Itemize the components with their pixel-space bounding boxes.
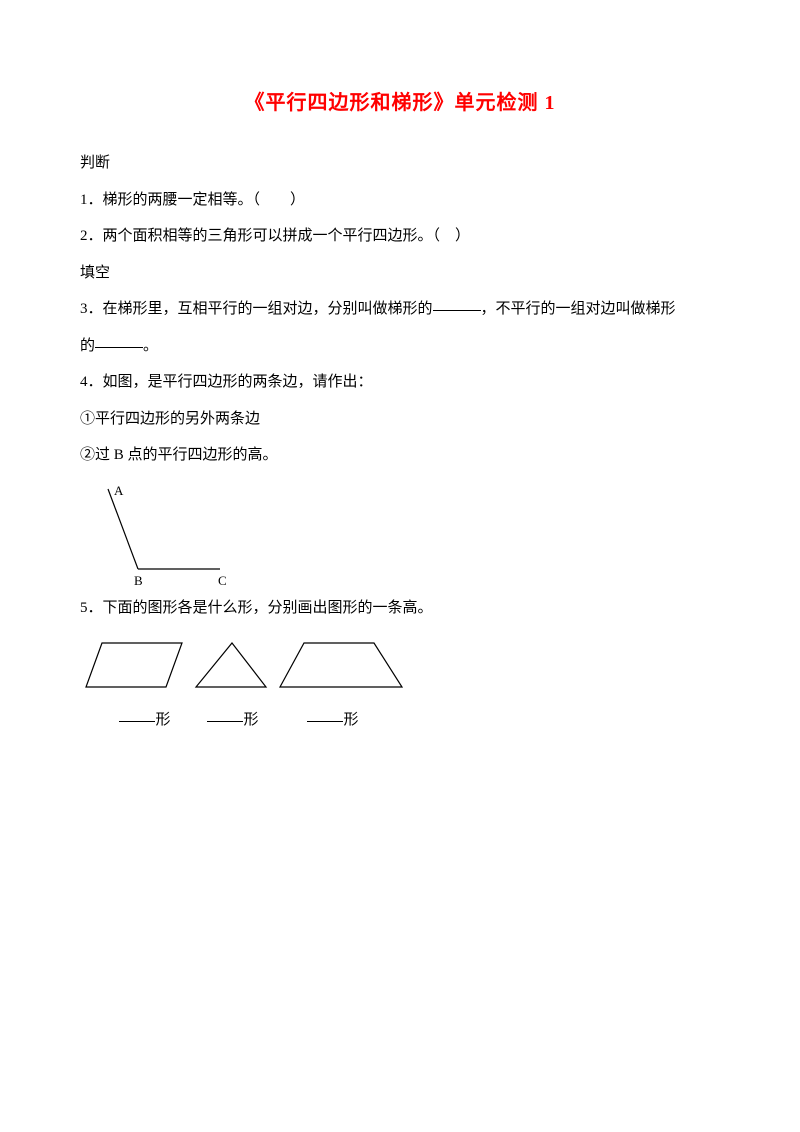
- question-4: 4．如图，是平行四边形的两条边，请作出：: [80, 365, 720, 400]
- figure-q4: A B C: [80, 479, 720, 589]
- figure-q5: [80, 631, 720, 701]
- shape-suffix-3: 形: [343, 712, 358, 728]
- section-fill: 填空: [80, 256, 720, 291]
- shape-label-2: 形: [198, 703, 268, 738]
- shape-suffix-2: 形: [243, 712, 258, 728]
- q3-part-b: ，不平行的一组对边叫做梯形: [481, 301, 676, 317]
- svg-text:C: C: [218, 573, 227, 588]
- shapes-figure: [80, 631, 420, 701]
- question-5: 5．下面的图形各是什么形，分别画出图形的一条高。: [80, 591, 720, 626]
- blank-shape-2: [207, 721, 243, 722]
- q3-part-d: 。: [143, 338, 158, 354]
- question-3: 3．在梯形里，互相平行的一组对边，分别叫做梯形的 ，不平行的一组对边叫做梯形: [80, 292, 720, 327]
- blank-1: [433, 310, 481, 311]
- shape-labels-row: 形 形 形: [80, 703, 720, 729]
- svg-text:A: A: [114, 483, 124, 498]
- question-4-sub2: ②过 B 点的平行四边形的高。: [80, 438, 720, 473]
- question-2: 2．两个面积相等的三角形可以拼成一个平行四边形。（ ）: [80, 219, 720, 254]
- blank-shape-3: [307, 721, 343, 722]
- shape-suffix-1: 形: [155, 712, 170, 728]
- question-4-sub1: ①平行四边形的另外两条边: [80, 402, 720, 437]
- page-title: 《平行四边形和梯形》单元检测 1: [80, 80, 720, 126]
- question-3-line2: 的。: [80, 329, 720, 364]
- svg-text:B: B: [134, 573, 143, 588]
- blank-shape-1: [119, 721, 155, 722]
- shape-label-3: 形: [298, 703, 368, 738]
- question-1: 1．梯形的两腰一定相等。（ ）: [80, 183, 720, 218]
- section-judge: 判断: [80, 146, 720, 181]
- blank-2: [95, 347, 143, 348]
- shape-label-1: 形: [110, 703, 180, 738]
- q3-part-a: 3．在梯形里，互相平行的一组对边，分别叫做梯形的: [80, 301, 433, 317]
- angle-figure: A B C: [80, 479, 240, 589]
- q3-part-c: 的: [80, 338, 95, 354]
